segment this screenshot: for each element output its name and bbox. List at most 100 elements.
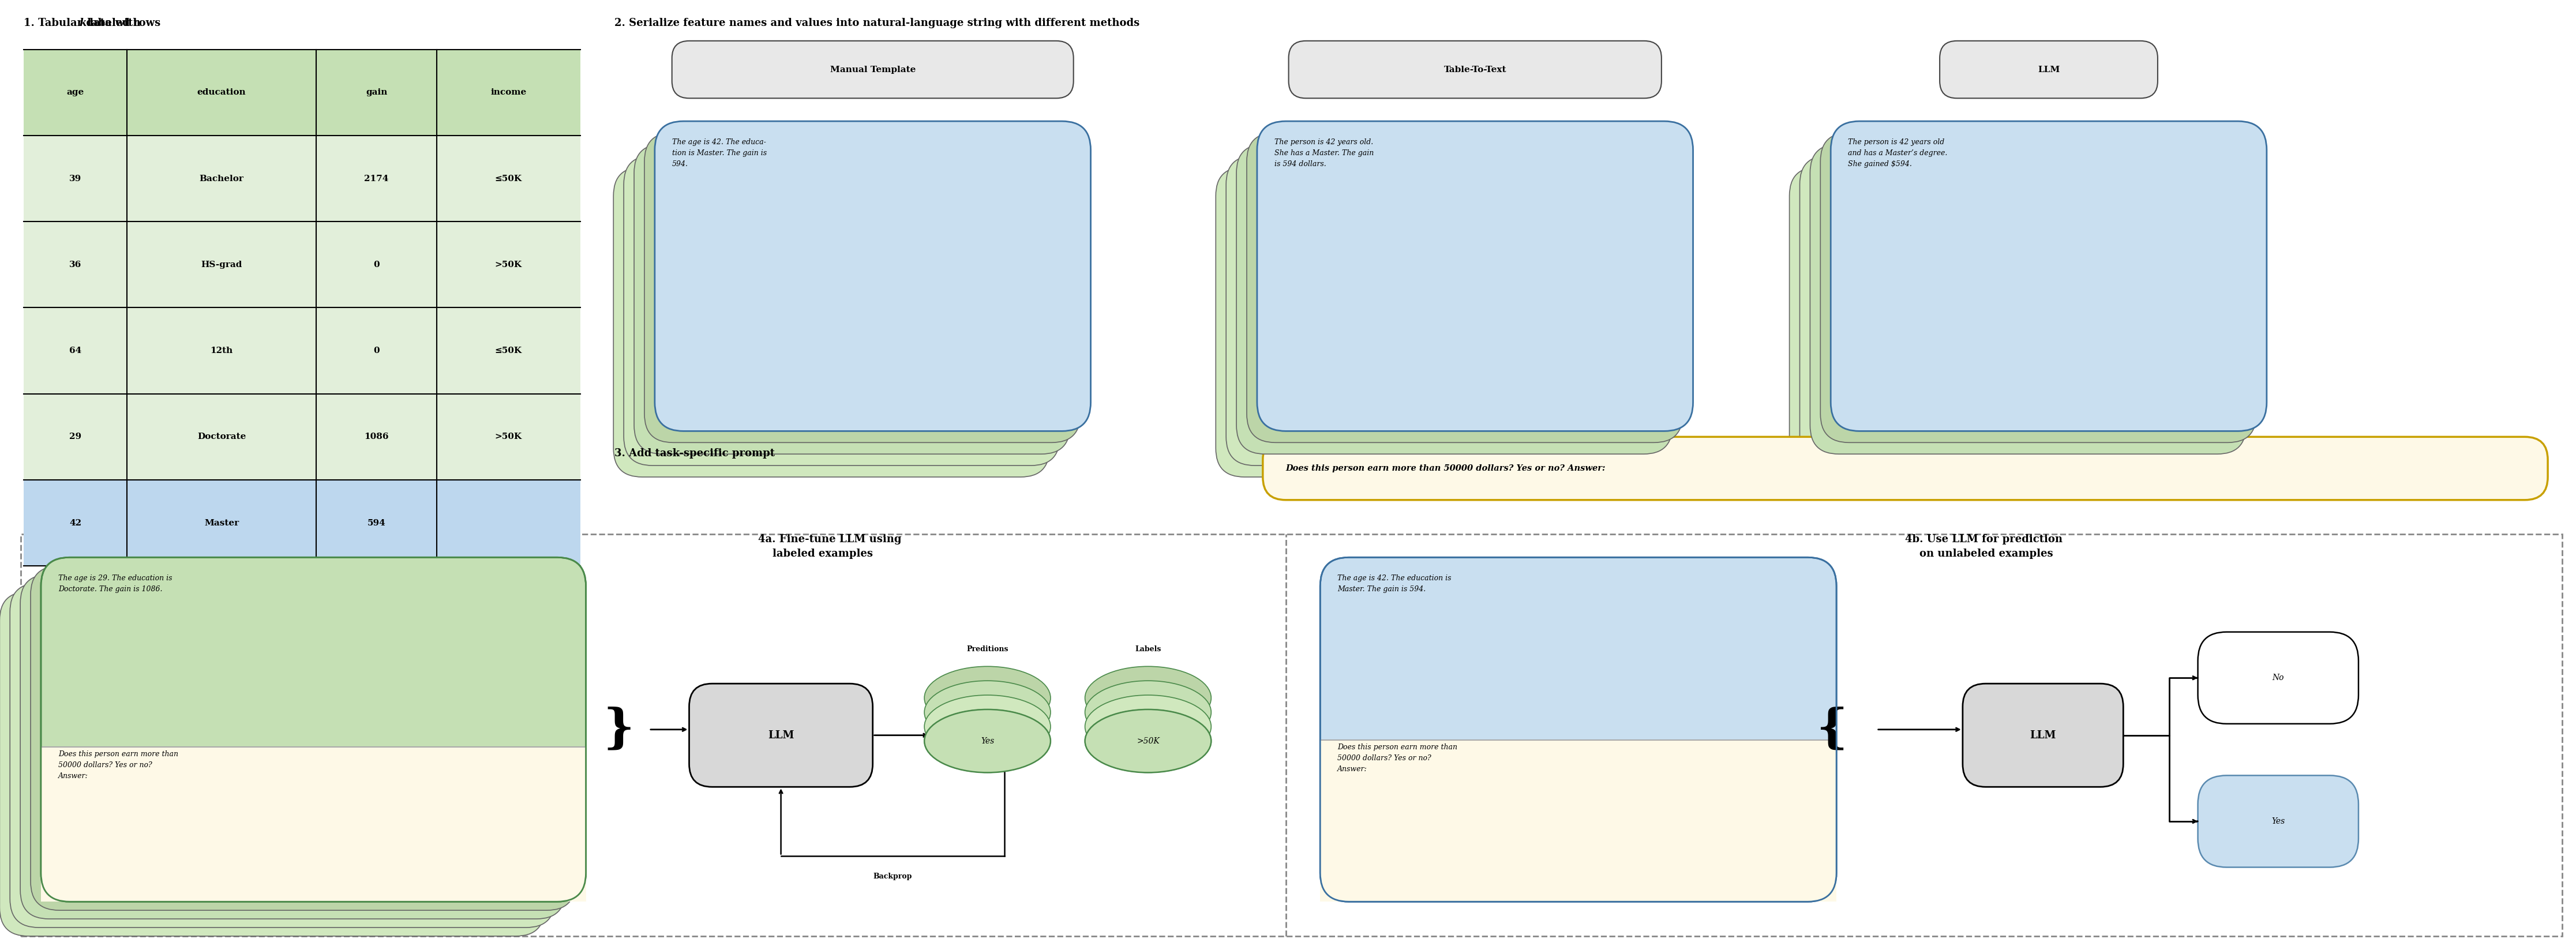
FancyBboxPatch shape (1262, 437, 2548, 500)
Text: 2174: 2174 (363, 175, 389, 182)
FancyBboxPatch shape (1257, 122, 1692, 431)
Ellipse shape (1084, 710, 1211, 772)
Text: {: { (1816, 707, 1847, 752)
Text: income: income (489, 88, 526, 97)
FancyBboxPatch shape (672, 41, 1074, 98)
Ellipse shape (925, 710, 1051, 772)
Ellipse shape (925, 681, 1051, 744)
FancyBboxPatch shape (1801, 156, 2236, 466)
Text: 4b. Use LLM for prediction
    on unlabeled examples: 4b. Use LLM for prediction on unlabeled … (1906, 535, 2063, 560)
Ellipse shape (925, 695, 1051, 758)
FancyBboxPatch shape (1247, 133, 1682, 443)
FancyBboxPatch shape (644, 133, 1079, 443)
Text: Doctorate: Doctorate (198, 433, 245, 441)
Text: Yes: Yes (981, 737, 994, 745)
Text: Yes: Yes (2272, 817, 2285, 826)
Text: Table-To-Text: Table-To-Text (1443, 66, 1507, 73)
FancyBboxPatch shape (31, 566, 574, 910)
Text: Preditions: Preditions (966, 645, 1007, 653)
FancyBboxPatch shape (2197, 632, 2360, 724)
Text: 36: 36 (70, 260, 82, 269)
Text: Does this person earn more than
50000 dollars? Yes or no?
Answer:: Does this person earn more than 50000 do… (59, 751, 178, 780)
Text: labeled rows: labeled rows (82, 18, 160, 28)
FancyBboxPatch shape (2197, 775, 2360, 867)
FancyBboxPatch shape (690, 684, 873, 787)
Text: 0: 0 (374, 260, 379, 269)
Text: No: No (2272, 674, 2285, 682)
Text: HS-grad: HS-grad (201, 260, 242, 269)
Text: LLM: LLM (768, 730, 793, 740)
Text: 64: 64 (70, 347, 82, 354)
Text: 29: 29 (70, 433, 82, 441)
Text: 39: 39 (70, 175, 82, 182)
Text: Master: Master (204, 519, 240, 527)
Text: 12th: 12th (211, 347, 232, 354)
Text: }: } (603, 707, 634, 752)
Text: Does this person earn more than 50000 dollars? Yes or no? Answer:: Does this person earn more than 50000 do… (1285, 465, 1605, 472)
Bar (23, 49, 580, 136)
Text: 4a. Fine-tune LLM using
    labeled examples: 4a. Fine-tune LLM using labeled examples (757, 535, 902, 560)
Text: ≤50K: ≤50K (495, 347, 523, 354)
FancyBboxPatch shape (654, 122, 1090, 431)
FancyBboxPatch shape (1940, 41, 2159, 98)
Text: Bachelor: Bachelor (198, 175, 245, 182)
Text: 2. Serialize feature names and values into natural-language string with differen: 2. Serialize feature names and values in… (616, 18, 1139, 28)
FancyBboxPatch shape (1216, 167, 1651, 477)
Text: education: education (198, 88, 247, 97)
Text: >50K: >50K (495, 433, 523, 441)
Bar (23, 308, 580, 394)
Text: Manual Template: Manual Template (829, 66, 914, 73)
FancyBboxPatch shape (21, 575, 564, 919)
Bar (23, 221, 580, 308)
FancyBboxPatch shape (613, 167, 1048, 477)
Bar (41, 747, 585, 902)
FancyBboxPatch shape (1319, 558, 1837, 902)
Text: gain: gain (366, 88, 386, 97)
FancyBboxPatch shape (10, 583, 554, 927)
Text: The age is 42. The education is
Master. The gain is 594.: The age is 42. The education is Master. … (1337, 575, 1450, 593)
Text: 1086: 1086 (363, 433, 389, 441)
Text: age: age (67, 88, 85, 97)
FancyBboxPatch shape (0, 592, 544, 936)
FancyBboxPatch shape (634, 144, 1069, 454)
Bar (1319, 740, 1837, 902)
FancyBboxPatch shape (1963, 684, 2123, 787)
Text: The age is 42. The educa-
tion is Master. The gain is
594.: The age is 42. The educa- tion is Master… (672, 139, 768, 168)
FancyBboxPatch shape (41, 558, 585, 902)
Text: The person is 42 years old
and has a Master’s degree.
She gained $594.: The person is 42 years old and has a Mas… (1847, 139, 1947, 168)
Ellipse shape (1084, 710, 1211, 772)
FancyBboxPatch shape (1811, 144, 2246, 454)
FancyBboxPatch shape (1226, 156, 1662, 466)
FancyBboxPatch shape (1832, 122, 2267, 431)
FancyBboxPatch shape (623, 156, 1059, 466)
Text: ≤50K: ≤50K (495, 175, 523, 182)
FancyBboxPatch shape (1821, 133, 2257, 443)
Ellipse shape (1084, 681, 1211, 744)
Ellipse shape (925, 666, 1051, 730)
Ellipse shape (1084, 695, 1211, 758)
FancyBboxPatch shape (1236, 144, 1672, 454)
Text: Backprop: Backprop (873, 873, 912, 881)
Text: k: k (80, 18, 88, 28)
Text: 3. Add task-specific prompt: 3. Add task-specific prompt (616, 448, 775, 459)
Bar (23, 394, 580, 480)
Text: LLM: LLM (2038, 66, 2061, 73)
Ellipse shape (1084, 666, 1211, 730)
Ellipse shape (925, 710, 1051, 772)
Text: >50K: >50K (495, 260, 523, 269)
FancyBboxPatch shape (1288, 41, 1662, 98)
Text: The age is 29. The education is
Doctorate. The gain is 1086.: The age is 29. The education is Doctorat… (59, 575, 173, 593)
Text: 42: 42 (70, 519, 82, 527)
Text: 0: 0 (374, 347, 379, 354)
Text: >50K: >50K (1136, 737, 1159, 745)
Bar (21, 535, 2563, 936)
Bar (23, 136, 580, 221)
Bar (23, 480, 580, 566)
Text: Labels: Labels (1136, 645, 1162, 653)
Text: 1. Tabular data with: 1. Tabular data with (23, 18, 144, 28)
Text: Does this person earn more than
50000 dollars? Yes or no?
Answer:: Does this person earn more than 50000 do… (1337, 743, 1458, 772)
Text: 594: 594 (368, 519, 386, 527)
FancyBboxPatch shape (1790, 167, 2226, 477)
Text: The person is 42 years old.
She has a Master. The gain
is 594 dollars.: The person is 42 years old. She has a Ma… (1275, 139, 1373, 168)
Text: LLM: LLM (2030, 730, 2056, 740)
